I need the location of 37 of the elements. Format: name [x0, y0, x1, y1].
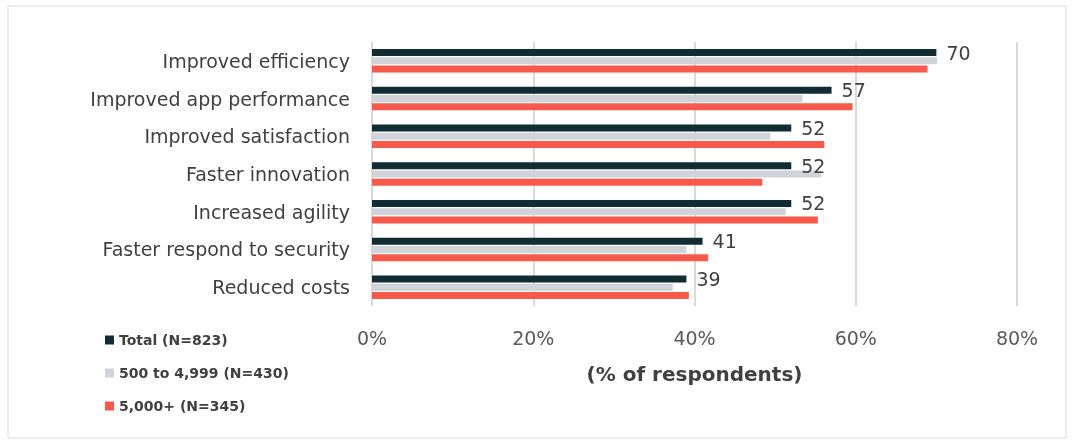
x-axis-title: (% of respondents) — [586, 362, 803, 386]
bar — [372, 178, 763, 186]
y-tick-label: Reduced costs — [212, 276, 350, 299]
data-label: 52 — [801, 117, 826, 140]
y-tick-label: Improved efficiency — [162, 49, 350, 72]
data-label: 57 — [841, 79, 866, 102]
bar — [372, 275, 687, 283]
x-tick-label: 40% — [673, 326, 716, 349]
bar — [372, 291, 689, 299]
bar — [372, 86, 832, 94]
bar — [372, 237, 703, 245]
y-tick-label: Improved satisfaction — [144, 125, 350, 148]
data-label: 52 — [801, 192, 826, 215]
bar — [372, 124, 792, 132]
data-label: 52 — [801, 154, 826, 177]
legend-label: 500 to 4,999 (N=430) — [119, 365, 289, 381]
legend-label: Total (N=823) — [119, 332, 228, 348]
x-tick-label: 60% — [834, 326, 877, 349]
y-tick-label: Improved app performance — [90, 87, 350, 110]
bar — [372, 199, 792, 207]
data-label: 39 — [696, 267, 721, 290]
x-tick-label: 0% — [356, 326, 388, 349]
bar — [372, 103, 853, 111]
x-tick-label: 80% — [995, 326, 1039, 349]
data-label: 70 — [946, 41, 971, 64]
bar — [372, 65, 928, 73]
x-tick-label: 20% — [512, 326, 555, 349]
bar — [372, 162, 792, 170]
y-tick-label: Faster innovation — [186, 163, 350, 185]
data-label: 41 — [712, 230, 737, 253]
bar — [372, 254, 709, 262]
bar — [372, 141, 825, 149]
bar — [372, 216, 818, 224]
y-tick-label: Faster respond to security — [102, 238, 350, 261]
y-tick-label: Increased agility — [193, 200, 350, 223]
legend-label: 5,000+ (N=345) — [119, 398, 246, 414]
bar — [372, 49, 937, 57]
